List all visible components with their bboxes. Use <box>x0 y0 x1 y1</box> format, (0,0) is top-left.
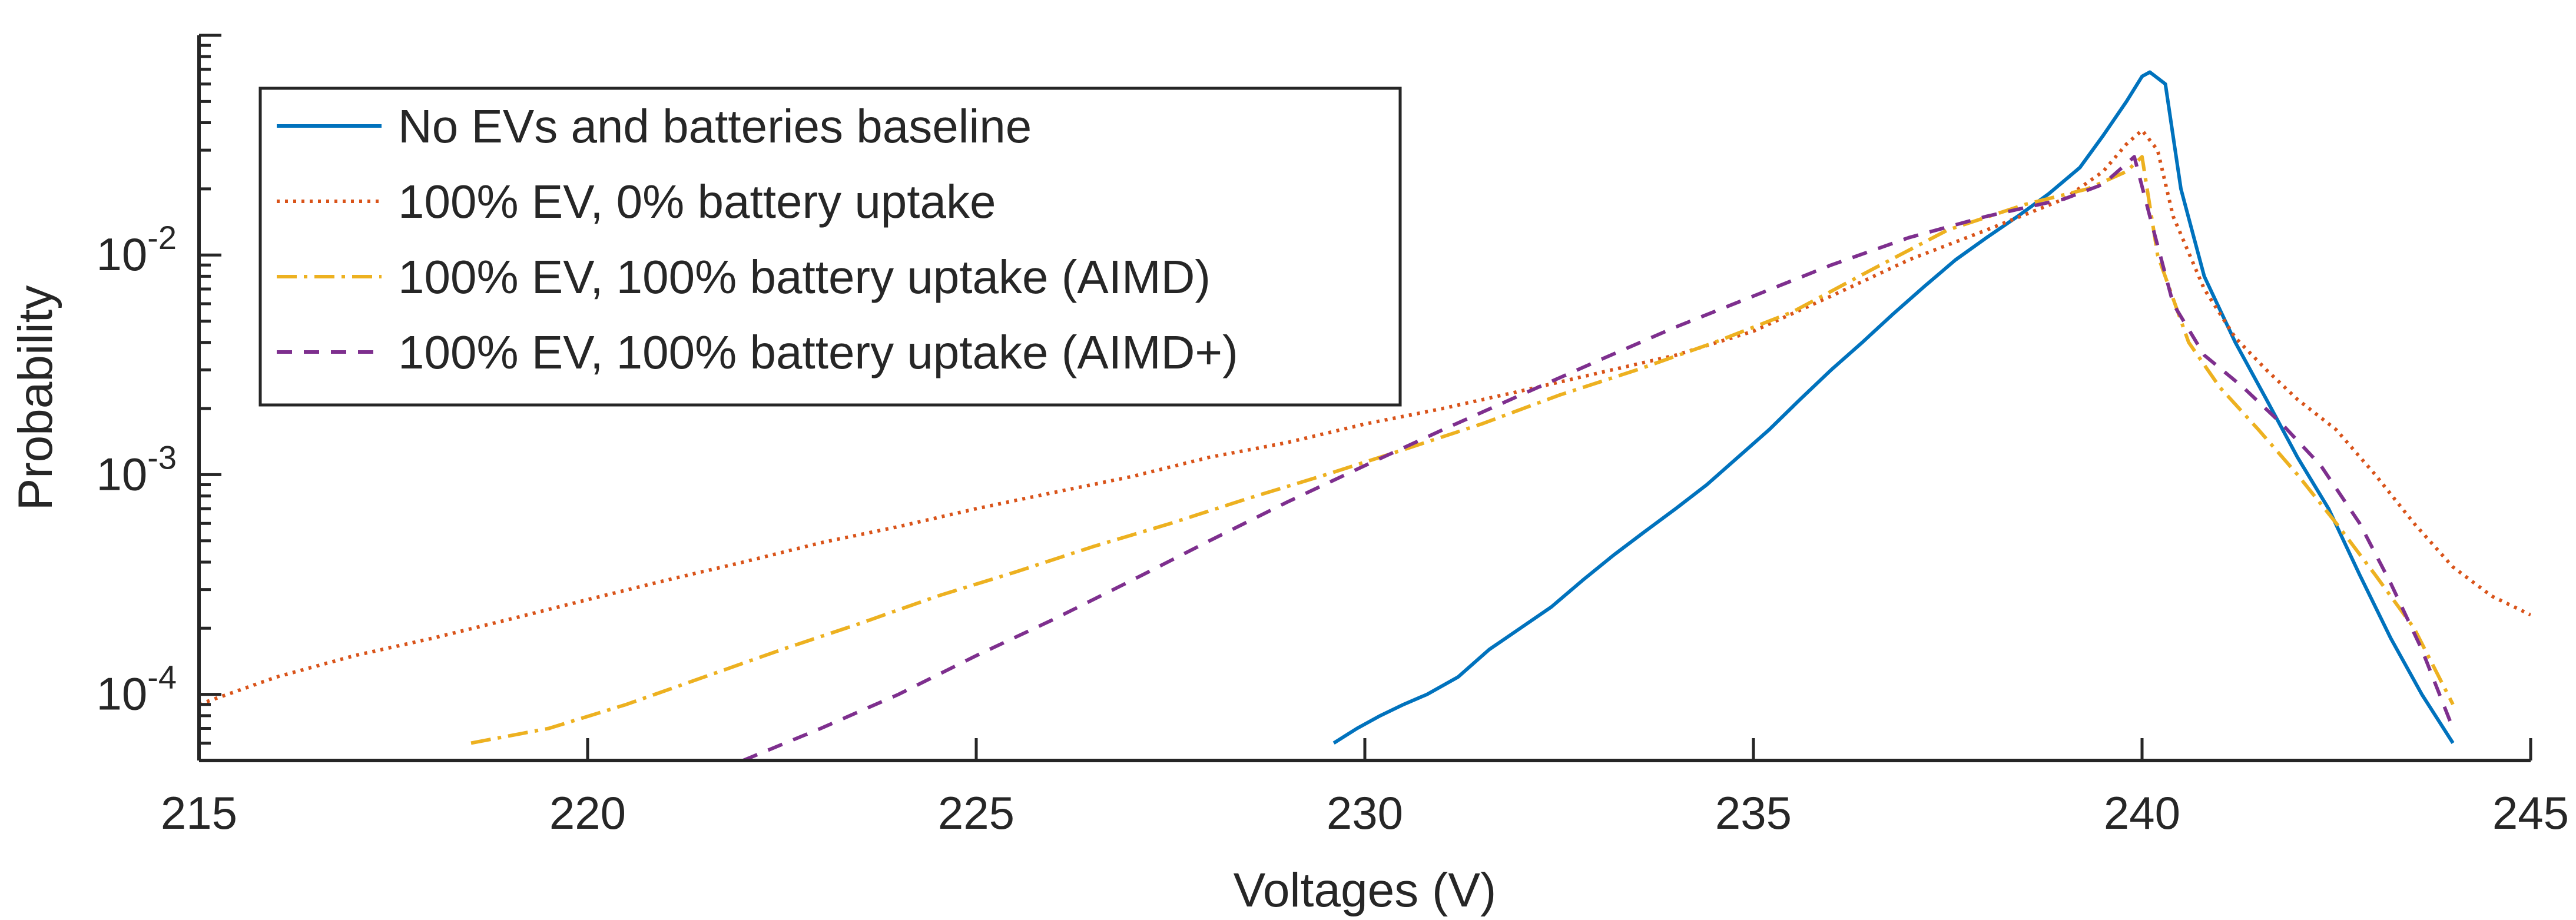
series-line-2 <box>199 128 2531 706</box>
x-tick-label: 225 <box>938 787 1015 839</box>
y-ticks: 10-4 10-3 10-2 <box>96 34 221 762</box>
legend-label-1: No EVs and batteries baseline <box>398 100 1032 152</box>
legend-box <box>258 87 1402 407</box>
series-line-1 <box>1332 70 2455 745</box>
y-tick-label: 10-3 <box>96 439 177 500</box>
legend-label-3: 100% EV, 100% battery uptake (AIMD) <box>398 251 1211 303</box>
y-axis-label: Probability <box>9 285 62 511</box>
series-line-4 <box>742 155 2455 760</box>
x-tick-label: 235 <box>1715 787 1792 839</box>
legend-label-4: 100% EV, 100% battery uptake (AIMD+) <box>398 326 1238 378</box>
plot-area <box>199 70 2531 760</box>
legend-label-2: 100% EV, 0% battery uptake <box>398 175 996 228</box>
x-axis-label: Voltages (V) <box>1234 863 1497 917</box>
x-tick-label: 230 <box>1327 787 1403 839</box>
y-tick-label: 10-4 <box>96 659 177 720</box>
x-tick-label: 245 <box>2492 787 2569 839</box>
legend: No EVs and batteries baseline 100% EV, 0%… <box>258 87 1402 407</box>
x-tick-label: 240 <box>2104 787 2180 839</box>
x-ticks: 215 220 225 230 235 240 245 <box>161 738 2569 839</box>
x-tick-label: 215 <box>161 787 237 839</box>
y-tick-label: 10-2 <box>96 219 177 280</box>
x-tick-label: 220 <box>549 787 626 839</box>
